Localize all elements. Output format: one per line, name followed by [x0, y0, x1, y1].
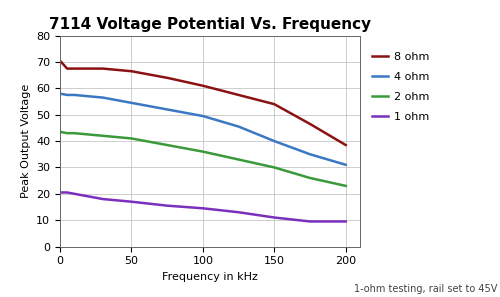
1 ohm	[114, 199, 120, 202]
1 ohm	[200, 206, 206, 210]
2 ohm	[236, 158, 242, 161]
8 ohm	[200, 84, 206, 88]
Legend: 8 ohm, 4 ohm, 2 ohm, 1 ohm: 8 ohm, 4 ohm, 2 ohm, 1 ohm	[372, 52, 429, 122]
X-axis label: Frequency in kHz: Frequency in kHz	[162, 272, 258, 282]
8 ohm	[307, 122, 313, 126]
4 ohm	[72, 93, 78, 97]
Title: 7114 Voltage Potential Vs. Frequency: 7114 Voltage Potential Vs. Frequency	[49, 17, 371, 32]
1 ohm	[164, 204, 170, 207]
8 ohm	[64, 67, 70, 70]
4 ohm	[164, 108, 170, 111]
2 ohm	[272, 166, 278, 169]
8 ohm	[236, 93, 242, 97]
1 ohm	[307, 220, 313, 223]
Line: 8 ohm: 8 ohm	[60, 61, 346, 145]
8 ohm	[86, 67, 91, 70]
Text: 1-ohm testing, rail set to 45V: 1-ohm testing, rail set to 45V	[354, 284, 498, 294]
2 ohm	[57, 130, 63, 134]
8 ohm	[114, 68, 120, 72]
Line: 2 ohm: 2 ohm	[60, 132, 346, 186]
2 ohm	[114, 135, 120, 139]
2 ohm	[307, 176, 313, 180]
4 ohm	[86, 94, 91, 98]
2 ohm	[164, 143, 170, 147]
1 ohm	[86, 195, 91, 198]
2 ohm	[128, 137, 134, 140]
4 ohm	[307, 152, 313, 156]
4 ohm	[128, 101, 134, 105]
1 ohm	[72, 192, 78, 195]
1 ohm	[64, 191, 70, 194]
8 ohm	[57, 59, 63, 62]
8 ohm	[272, 102, 278, 106]
4 ohm	[272, 139, 278, 143]
4 ohm	[64, 93, 70, 97]
1 ohm	[128, 200, 134, 203]
4 ohm	[342, 163, 348, 167]
8 ohm	[100, 67, 106, 70]
8 ohm	[164, 76, 170, 80]
2 ohm	[100, 134, 106, 138]
8 ohm	[342, 143, 348, 147]
Line: 1 ohm: 1 ohm	[60, 192, 346, 222]
4 ohm	[57, 92, 63, 95]
1 ohm	[57, 191, 63, 194]
8 ohm	[128, 69, 134, 73]
1 ohm	[236, 211, 242, 214]
2 ohm	[64, 131, 70, 135]
Line: 4 ohm: 4 ohm	[60, 94, 346, 165]
1 ohm	[272, 216, 278, 219]
Y-axis label: Peak Output Voltage: Peak Output Voltage	[20, 84, 30, 198]
1 ohm	[342, 220, 348, 223]
8 ohm	[72, 67, 78, 70]
4 ohm	[236, 125, 242, 128]
2 ohm	[200, 150, 206, 153]
2 ohm	[86, 133, 91, 136]
2 ohm	[342, 184, 348, 188]
4 ohm	[200, 114, 206, 118]
1 ohm	[100, 197, 106, 201]
4 ohm	[100, 96, 106, 99]
2 ohm	[72, 131, 78, 135]
4 ohm	[114, 98, 120, 102]
